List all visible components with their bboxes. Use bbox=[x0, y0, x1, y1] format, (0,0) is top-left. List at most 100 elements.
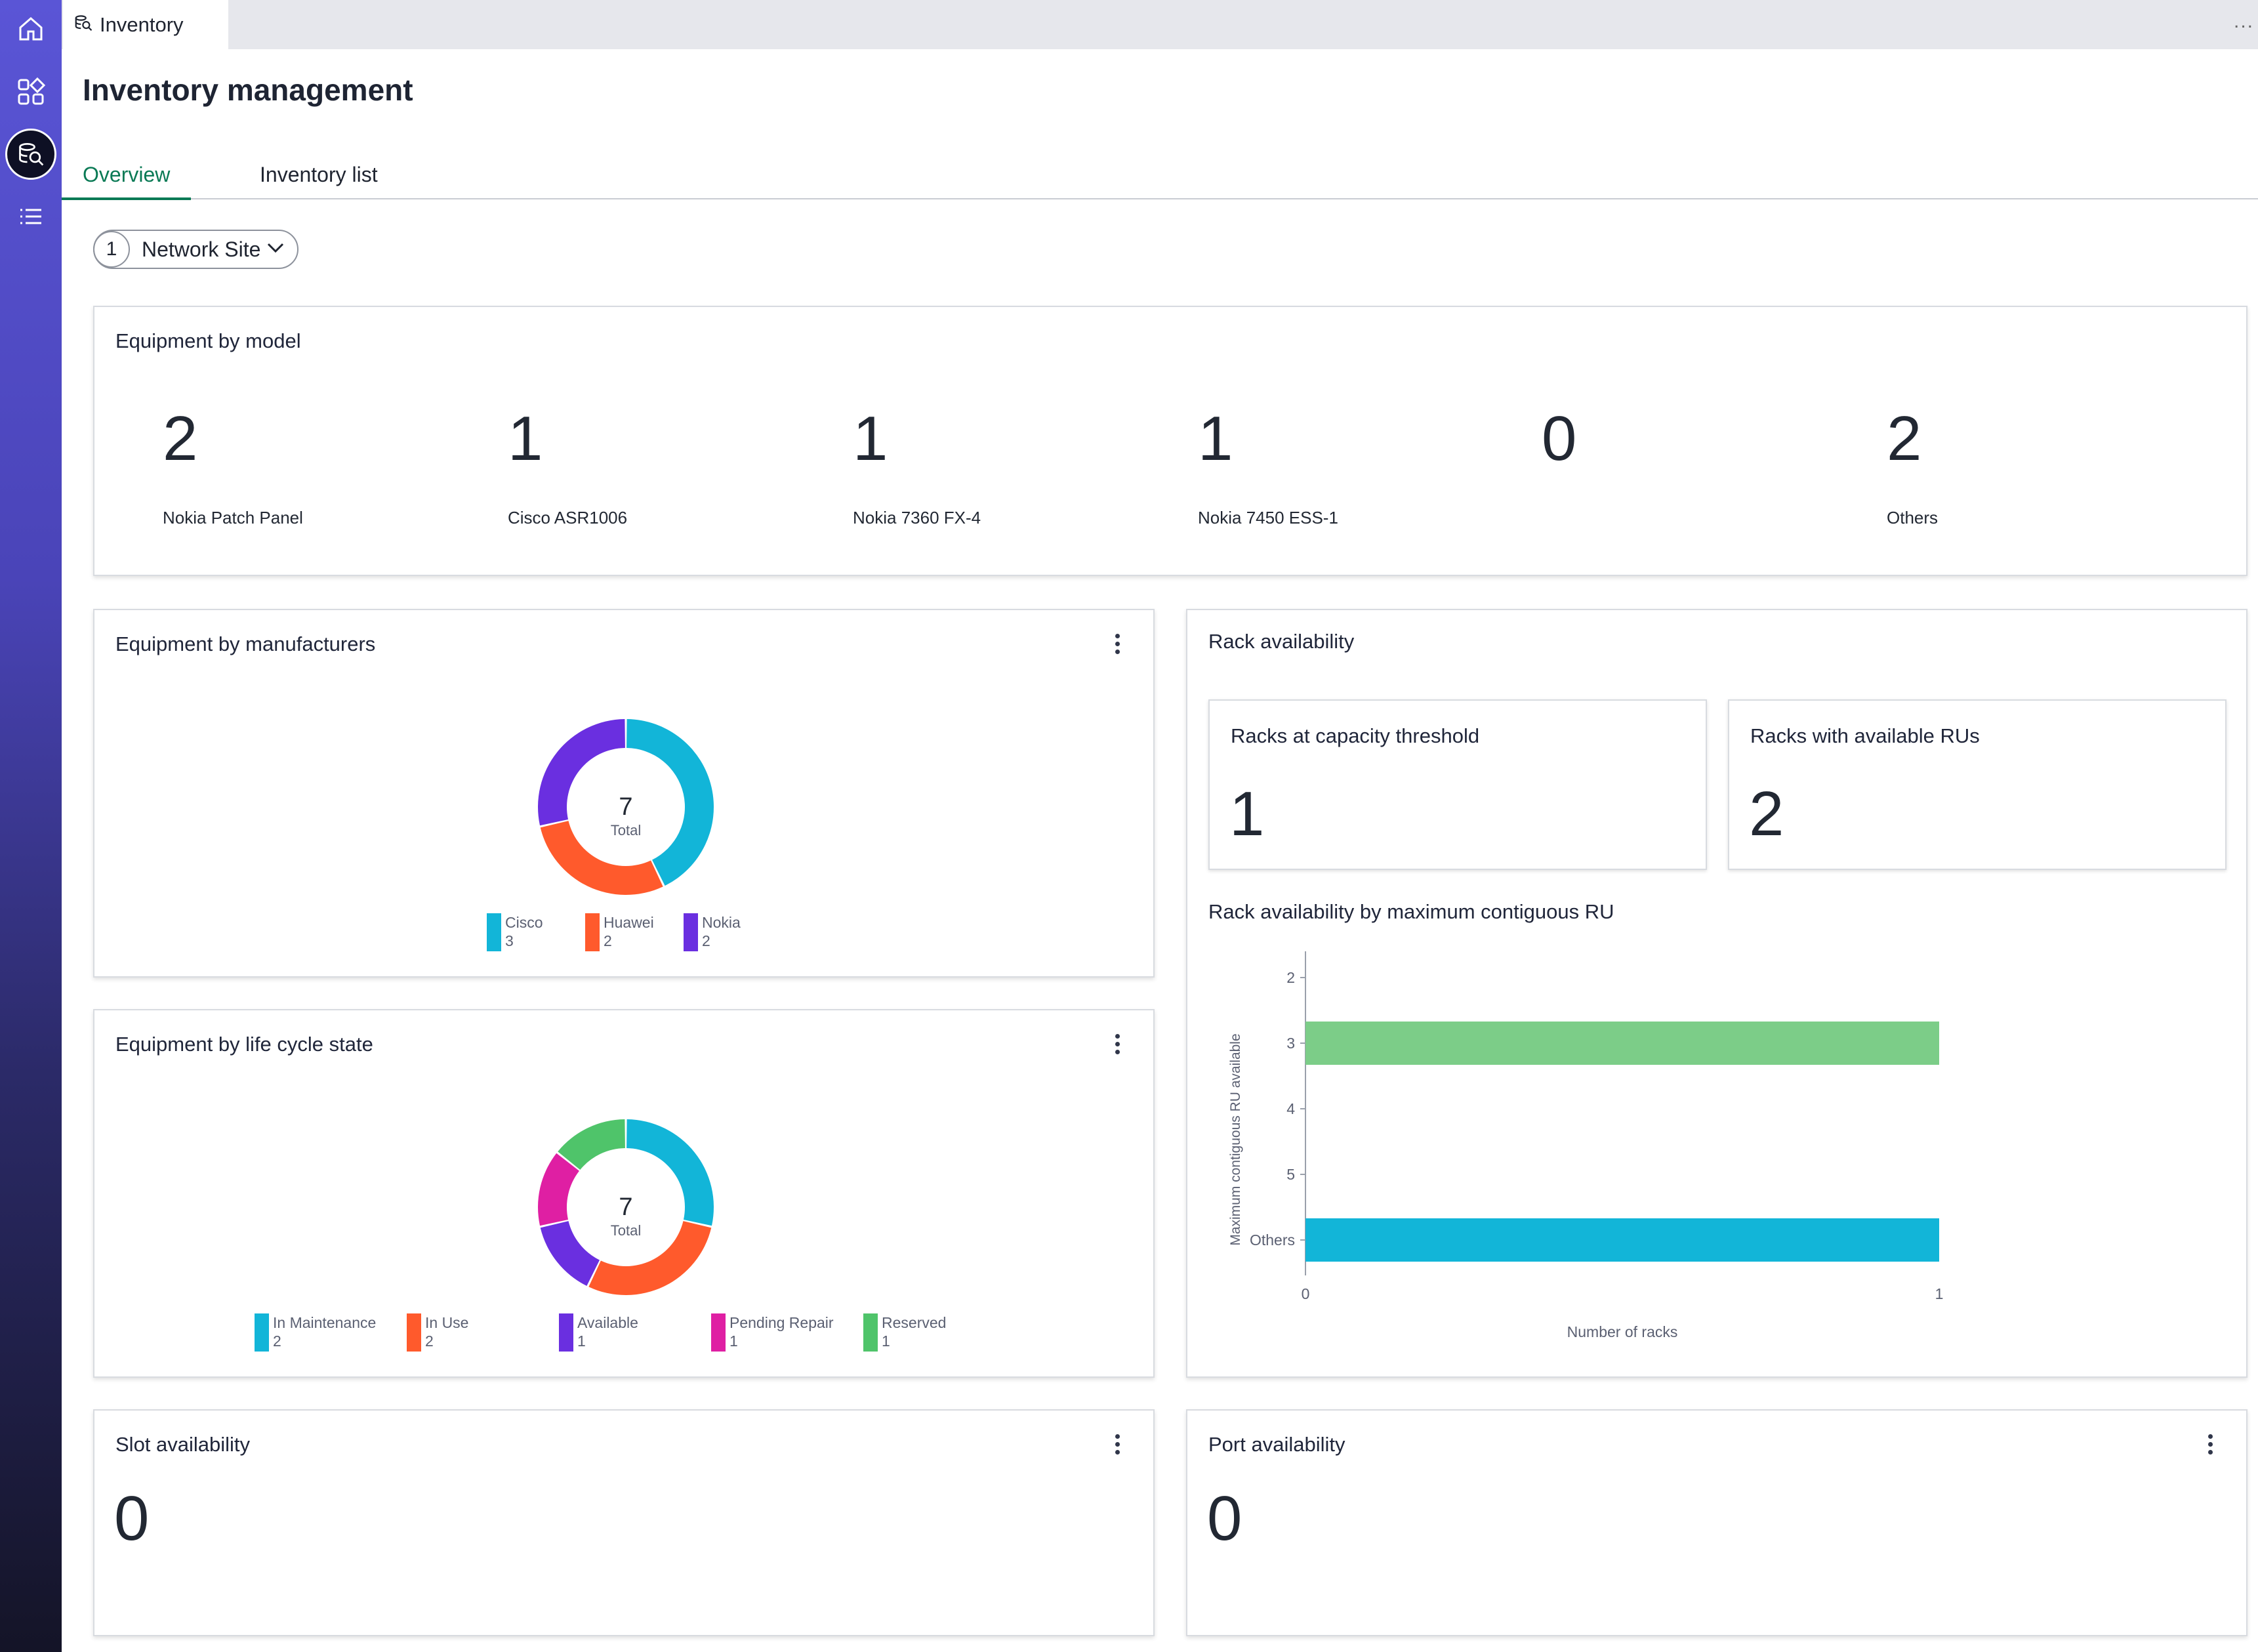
legend-swatch bbox=[255, 1313, 269, 1352]
card-title: Slot availability bbox=[115, 1433, 251, 1456]
model-label: Others bbox=[1887, 508, 1939, 527]
x-axis-label: Number of racks bbox=[1567, 1323, 1678, 1340]
capacity-count: 1 bbox=[1229, 779, 1265, 849]
donut-slice-reserved[interactable] bbox=[558, 1119, 625, 1170]
x-tick-label: 1 bbox=[1935, 1285, 1944, 1302]
rack-availability-bar-chart: 2 3 4 5 Others 0 1 Number of racks Maximum conti… bbox=[1228, 951, 1944, 1340]
model-count: 2 bbox=[163, 403, 198, 474]
subcard-title: Racks with available RUs bbox=[1750, 724, 1980, 747]
home-icon[interactable] bbox=[10, 8, 52, 50]
lifecycle-donut-chart: 7 Total bbox=[538, 1119, 714, 1295]
card-title: Rack availability bbox=[1208, 630, 1355, 653]
legend-swatch bbox=[407, 1313, 421, 1352]
network-site-filter[interactable]: 1 Network Site bbox=[93, 230, 299, 269]
inventory-search-icon[interactable] bbox=[5, 129, 56, 180]
legend-name: Reserved bbox=[882, 1314, 947, 1331]
racks-available-card: Racks with available RUs 2 bbox=[1728, 699, 2227, 870]
app-tab-inventory[interactable]: Inventory bbox=[63, 0, 228, 49]
legend-swatch bbox=[585, 913, 600, 951]
legend-value: 1 bbox=[882, 1332, 890, 1350]
legend-value: 2 bbox=[702, 932, 710, 949]
x-tick-label: 0 bbox=[1302, 1285, 1310, 1302]
kebab-menu-icon[interactable] bbox=[1115, 1434, 1122, 1458]
model-label: Nokia Patch Panel bbox=[163, 508, 303, 527]
inventory-search-icon bbox=[73, 13, 93, 36]
list-icon[interactable] bbox=[10, 197, 52, 239]
legend-item: Pending Repair 1 bbox=[711, 1313, 834, 1352]
kebab-menu-icon[interactable] bbox=[1115, 634, 1122, 657]
page-title: Inventory management bbox=[83, 73, 413, 107]
donut-slice-in-use[interactable] bbox=[588, 1221, 712, 1295]
port-count: 0 bbox=[1207, 1483, 1242, 1554]
port-availability-card: Port availability 0 bbox=[1186, 1409, 2248, 1636]
legend-value: 3 bbox=[505, 932, 514, 949]
legend-value: 2 bbox=[273, 1332, 281, 1350]
available-count: 2 bbox=[1749, 779, 1784, 849]
y-tick-label: 4 bbox=[1286, 1100, 1295, 1117]
y-axis-label: Maximum contiguous RU available bbox=[1228, 1033, 1243, 1245]
y-tick-label: 3 bbox=[1286, 1035, 1295, 1052]
legend-name: Nokia bbox=[702, 914, 741, 931]
legend-swatch bbox=[711, 1313, 726, 1352]
legend-name: Cisco bbox=[505, 914, 543, 931]
model-label: Cisco ASR1006 bbox=[508, 508, 628, 527]
legend-item: Nokia 2 bbox=[684, 913, 741, 951]
model-count: 1 bbox=[1198, 403, 1233, 474]
donut-slice-nokia[interactable] bbox=[538, 719, 625, 826]
tab-overview[interactable]: Overview bbox=[62, 163, 192, 200]
donut-total: 7 bbox=[619, 793, 632, 821]
model-label: Nokia 7360 FX-4 bbox=[853, 508, 981, 527]
donut-slice-cisco[interactable] bbox=[626, 719, 714, 886]
legend-item: Huawei 2 bbox=[585, 913, 654, 951]
donut-slice-huawei[interactable] bbox=[540, 821, 663, 895]
legend-swatch bbox=[487, 913, 501, 951]
legend-name: Huawei bbox=[604, 914, 654, 931]
card-title: Port availability bbox=[1208, 1433, 1345, 1456]
donut-slice-pending-repair[interactable] bbox=[538, 1153, 579, 1226]
legend-value: 1 bbox=[729, 1332, 738, 1350]
subcard-title: Racks at capacity threshold bbox=[1231, 724, 1480, 747]
legend-item: Cisco 3 bbox=[487, 913, 543, 951]
legend-name: In Maintenance bbox=[273, 1314, 377, 1331]
slot-availability-card: Slot availability 0 bbox=[93, 1409, 1155, 1636]
model-count: 1 bbox=[853, 403, 888, 474]
rack-availability-card: Rack availability Racks at capacity thre… bbox=[1186, 609, 2248, 1378]
legend-item: In Use 2 bbox=[407, 1313, 468, 1352]
kebab-menu-icon[interactable] bbox=[2208, 1434, 2215, 1458]
card-title: Equipment by manufacturers bbox=[115, 632, 376, 655]
kebab-menu-icon[interactable] bbox=[1115, 1034, 1122, 1058]
bar-others[interactable] bbox=[1305, 1218, 1939, 1262]
legend-item: Reserved 1 bbox=[863, 1313, 946, 1352]
legend-name: In Use bbox=[425, 1314, 469, 1331]
model-count: 2 bbox=[1887, 403, 1922, 474]
y-tick-label: 2 bbox=[1286, 969, 1295, 986]
app-tab-label: Inventory bbox=[100, 12, 184, 36]
app-sidebar bbox=[0, 0, 62, 1652]
chevron-down-icon bbox=[267, 243, 284, 257]
manufacturers-donut-chart: 7 Total bbox=[538, 719, 714, 895]
tab-inventory-list[interactable]: Inventory list bbox=[260, 163, 378, 186]
legend-value: 2 bbox=[425, 1332, 434, 1350]
filter-label: Network Site bbox=[142, 237, 261, 261]
more-options-icon[interactable]: ... bbox=[2233, 10, 2254, 32]
top-tab-bar: Inventory ... bbox=[62, 0, 2258, 49]
bar-3[interactable] bbox=[1305, 1022, 1939, 1065]
rack-chart-title: Rack availability by maximum contiguous … bbox=[1208, 900, 1614, 923]
card-title: Equipment by life cycle state bbox=[115, 1033, 373, 1056]
model-count: 0 bbox=[1542, 403, 1577, 474]
filter-count-badge: 1 bbox=[93, 231, 130, 268]
y-tick-label: 5 bbox=[1286, 1166, 1295, 1183]
legend-swatch bbox=[559, 1313, 573, 1352]
donut-total-label: Total bbox=[611, 822, 641, 838]
legend-value: 2 bbox=[604, 932, 612, 949]
apps-icon[interactable] bbox=[10, 71, 52, 113]
donut-total: 7 bbox=[619, 1193, 632, 1221]
equipment-by-model-card: Equipment by model 2 Nokia Patch Panel 1… bbox=[93, 306, 2248, 576]
donut-slice-available[interactable] bbox=[540, 1221, 600, 1287]
donut-slice-in-maintenance[interactable] bbox=[626, 1119, 714, 1226]
y-tick-label: Others bbox=[1250, 1231, 1295, 1249]
model-label: Nokia 7450 ESS-1 bbox=[1198, 508, 1338, 527]
legend-item: In Maintenance 2 bbox=[255, 1313, 376, 1352]
legend-value: 1 bbox=[577, 1332, 586, 1350]
legend-swatch bbox=[684, 913, 698, 951]
